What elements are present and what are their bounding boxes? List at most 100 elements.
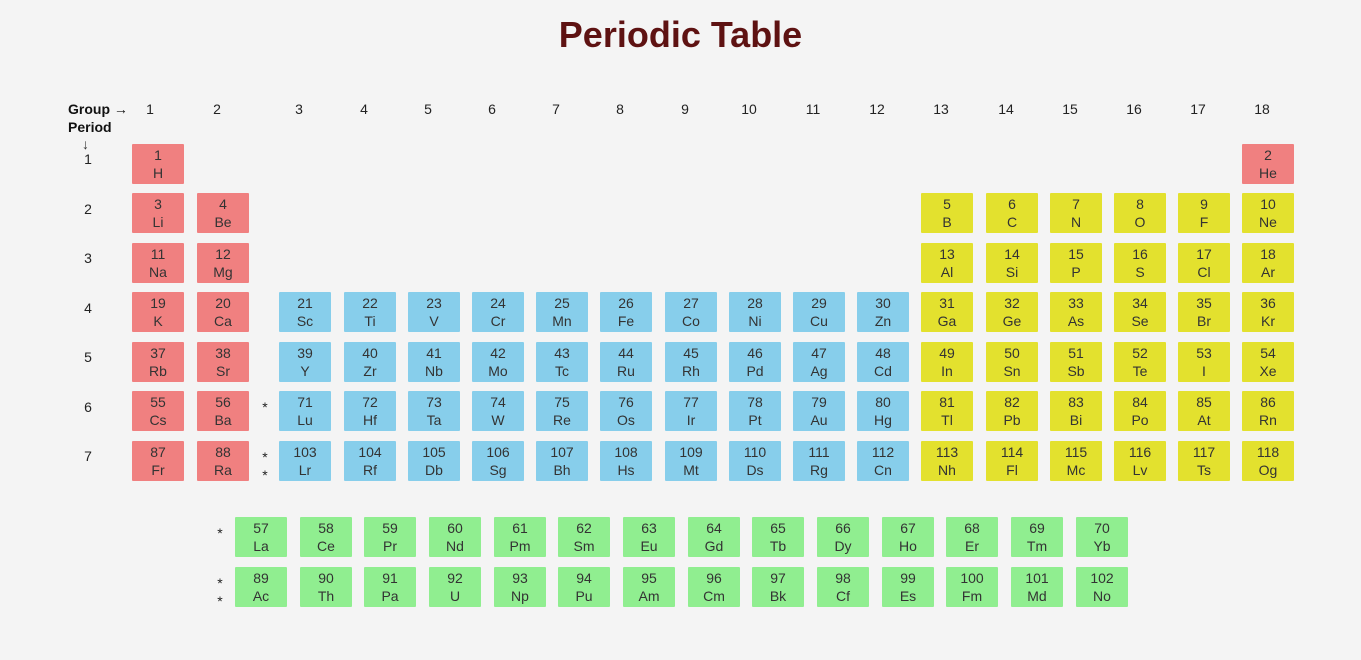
- element-cell-am[interactable]: 95 Am: [623, 567, 675, 607]
- element-cell-zr[interactable]: 40 Zr: [344, 342, 396, 382]
- element-cell-cn[interactable]: 112 Cn: [857, 441, 909, 481]
- element-cell-v[interactable]: 23 V: [408, 292, 460, 332]
- element-cell-pm[interactable]: 61 Pm: [494, 517, 546, 557]
- element-cell-sr[interactable]: 38 Sr: [197, 342, 249, 382]
- element-cell-xe[interactable]: 54 Xe: [1242, 342, 1294, 382]
- element-cell-cu[interactable]: 29 Cu: [793, 292, 845, 332]
- element-cell-yb[interactable]: 70 Yb: [1076, 517, 1128, 557]
- element-cell-ar[interactable]: 18 Ar: [1242, 243, 1294, 283]
- element-cell-br[interactable]: 35 Br: [1178, 292, 1230, 332]
- element-cell-re[interactable]: 75 Re: [536, 391, 588, 431]
- element-cell-hs[interactable]: 108 Hs: [600, 441, 652, 481]
- element-cell-ce[interactable]: 58 Ce: [300, 517, 352, 557]
- element-cell-mg[interactable]: 12 Mg: [197, 243, 249, 283]
- element-cell-eu[interactable]: 63 Eu: [623, 517, 675, 557]
- element-cell-al[interactable]: 13 Al: [921, 243, 973, 283]
- element-cell-os[interactable]: 76 Os: [600, 391, 652, 431]
- element-cell-mn[interactable]: 25 Mn: [536, 292, 588, 332]
- element-cell-in[interactable]: 49 In: [921, 342, 973, 382]
- element-cell-ne[interactable]: 10 Ne: [1242, 193, 1294, 233]
- element-cell-ta[interactable]: 73 Ta: [408, 391, 460, 431]
- element-cell-pb[interactable]: 82 Pb: [986, 391, 1038, 431]
- element-cell-co[interactable]: 27 Co: [665, 292, 717, 332]
- element-cell-nh[interactable]: 113 Nh: [921, 441, 973, 481]
- element-cell-mt[interactable]: 109 Mt: [665, 441, 717, 481]
- element-cell-cl[interactable]: 17 Cl: [1178, 243, 1230, 283]
- element-cell-sn[interactable]: 50 Sn: [986, 342, 1038, 382]
- element-cell-lr[interactable]: 103 Lr: [279, 441, 331, 481]
- element-cell-sb[interactable]: 51 Sb: [1050, 342, 1102, 382]
- element-cell-kr[interactable]: 36 Kr: [1242, 292, 1294, 332]
- element-cell-fl[interactable]: 114 Fl: [986, 441, 1038, 481]
- element-cell-i[interactable]: 53 I: [1178, 342, 1230, 382]
- element-cell-be[interactable]: 4 Be: [197, 193, 249, 233]
- element-cell-si[interactable]: 14 Si: [986, 243, 1038, 283]
- element-cell-pa[interactable]: 91 Pa: [364, 567, 416, 607]
- element-cell-mo[interactable]: 42 Mo: [472, 342, 524, 382]
- element-cell-s[interactable]: 16 S: [1114, 243, 1166, 283]
- element-cell-tl[interactable]: 81 Tl: [921, 391, 973, 431]
- element-cell-pu[interactable]: 94 Pu: [558, 567, 610, 607]
- element-cell-db[interactable]: 105 Db: [408, 441, 460, 481]
- element-cell-sc[interactable]: 21 Sc: [279, 292, 331, 332]
- element-cell-sg[interactable]: 106 Sg: [472, 441, 524, 481]
- element-cell-bi[interactable]: 83 Bi: [1050, 391, 1102, 431]
- element-cell-pd[interactable]: 46 Pd: [729, 342, 781, 382]
- element-cell-se[interactable]: 34 Se: [1114, 292, 1166, 332]
- element-cell-cf[interactable]: 98 Cf: [817, 567, 869, 607]
- element-cell-ir[interactable]: 77 Ir: [665, 391, 717, 431]
- element-cell-po[interactable]: 84 Po: [1114, 391, 1166, 431]
- element-cell-tc[interactable]: 43 Tc: [536, 342, 588, 382]
- element-cell-cr[interactable]: 24 Cr: [472, 292, 524, 332]
- element-cell-rf[interactable]: 104 Rf: [344, 441, 396, 481]
- element-cell-rg[interactable]: 111 Rg: [793, 441, 845, 481]
- element-cell-ge[interactable]: 32 Ge: [986, 292, 1038, 332]
- element-cell-zn[interactable]: 30 Zn: [857, 292, 909, 332]
- element-cell-at[interactable]: 85 At: [1178, 391, 1230, 431]
- element-cell-rb[interactable]: 37 Rb: [132, 342, 184, 382]
- element-cell-ga[interactable]: 31 Ga: [921, 292, 973, 332]
- element-cell-tm[interactable]: 69 Tm: [1011, 517, 1063, 557]
- element-cell-ac[interactable]: 89 Ac: [235, 567, 287, 607]
- element-cell-lu[interactable]: 71 Lu: [279, 391, 331, 431]
- element-cell-cd[interactable]: 48 Cd: [857, 342, 909, 382]
- element-cell-u[interactable]: 92 U: [429, 567, 481, 607]
- element-cell-hg[interactable]: 80 Hg: [857, 391, 909, 431]
- element-cell-pt[interactable]: 78 Pt: [729, 391, 781, 431]
- element-cell-ra[interactable]: 88 Ra: [197, 441, 249, 481]
- element-cell-ho[interactable]: 67 Ho: [882, 517, 934, 557]
- element-cell-hf[interactable]: 72 Hf: [344, 391, 396, 431]
- element-cell-ru[interactable]: 44 Ru: [600, 342, 652, 382]
- element-cell-bk[interactable]: 97 Bk: [752, 567, 804, 607]
- element-cell-ni[interactable]: 28 Ni: [729, 292, 781, 332]
- element-cell-pr[interactable]: 59 Pr: [364, 517, 416, 557]
- element-cell-es[interactable]: 99 Es: [882, 567, 934, 607]
- element-cell-ts[interactable]: 117 Ts: [1178, 441, 1230, 481]
- element-cell-ca[interactable]: 20 Ca: [197, 292, 249, 332]
- element-cell-tb[interactable]: 65 Tb: [752, 517, 804, 557]
- element-cell-li[interactable]: 3 Li: [132, 193, 184, 233]
- element-cell-k[interactable]: 19 K: [132, 292, 184, 332]
- element-cell-og[interactable]: 118 Og: [1242, 441, 1294, 481]
- element-cell-rh[interactable]: 45 Rh: [665, 342, 717, 382]
- element-cell-np[interactable]: 93 Np: [494, 567, 546, 607]
- element-cell-md[interactable]: 101 Md: [1011, 567, 1063, 607]
- element-cell-te[interactable]: 52 Te: [1114, 342, 1166, 382]
- element-cell-p[interactable]: 15 P: [1050, 243, 1102, 283]
- element-cell-as[interactable]: 33 As: [1050, 292, 1102, 332]
- element-cell-no[interactable]: 102 No: [1076, 567, 1128, 607]
- element-cell-gd[interactable]: 64 Gd: [688, 517, 740, 557]
- element-cell-ti[interactable]: 22 Ti: [344, 292, 396, 332]
- element-cell-rn[interactable]: 86 Rn: [1242, 391, 1294, 431]
- element-cell-la[interactable]: 57 La: [235, 517, 287, 557]
- element-cell-y[interactable]: 39 Y: [279, 342, 331, 382]
- element-cell-ds[interactable]: 110 Ds: [729, 441, 781, 481]
- element-cell-fm[interactable]: 100 Fm: [946, 567, 998, 607]
- element-cell-dy[interactable]: 66 Dy: [817, 517, 869, 557]
- element-cell-fe[interactable]: 26 Fe: [600, 292, 652, 332]
- element-cell-fr[interactable]: 87 Fr: [132, 441, 184, 481]
